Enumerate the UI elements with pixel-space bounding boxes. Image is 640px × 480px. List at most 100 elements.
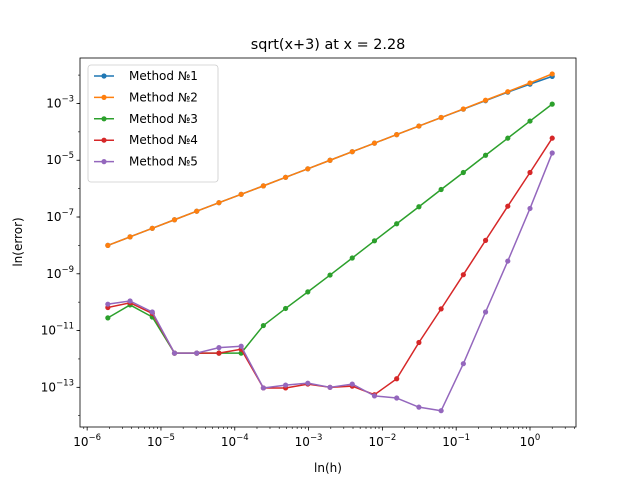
data-point <box>416 404 422 410</box>
data-point <box>416 339 422 346</box>
data-point <box>349 381 355 387</box>
data-point <box>416 204 422 210</box>
x-tick-label-exponent: −3 <box>310 433 323 443</box>
data-point <box>105 315 111 321</box>
y-tick-label-base: 10 <box>46 267 61 281</box>
legend: Method №1 Method №2 Method №3 Method №4 Meth… <box>87 64 219 183</box>
data-point <box>549 135 555 141</box>
data-point <box>549 71 555 77</box>
chart-title: sqrt(x+3) at x = 2.28 <box>251 37 406 53</box>
data-point <box>349 255 355 261</box>
data-point <box>127 234 133 240</box>
legend-swatch-marker <box>101 137 107 143</box>
x-tick-label: 10−4 <box>221 433 249 449</box>
legend-swatch-marker <box>101 159 107 165</box>
x-tick-label-base: 10 <box>221 435 236 449</box>
data-point <box>527 169 533 176</box>
plot-frame <box>79 57 577 428</box>
data-point <box>305 380 311 386</box>
series-2 <box>105 71 555 248</box>
legend-label: Method №4 <box>129 133 198 147</box>
data-point <box>282 174 289 180</box>
y-tick-label-base: 10 <box>41 324 56 338</box>
data-point <box>394 395 400 401</box>
data-point <box>527 205 533 212</box>
data-point <box>238 191 244 197</box>
data-point <box>216 200 222 206</box>
data-point <box>505 135 511 141</box>
data-point <box>505 203 511 209</box>
x-tick-label: 10−3 <box>295 433 323 449</box>
data-point <box>460 169 466 176</box>
y-tick-label: 10−7 <box>46 208 74 224</box>
y-tick-label-exponent: −7 <box>61 208 74 218</box>
x-axis-label: ln(h) <box>314 461 342 475</box>
x-tick-label: 100 <box>520 433 541 449</box>
data-point <box>549 101 555 107</box>
x-tick-label-exponent: −4 <box>236 433 249 443</box>
data-point <box>305 166 311 172</box>
series-layer <box>105 71 555 414</box>
data-point <box>105 242 111 248</box>
data-point <box>327 272 333 278</box>
data-point <box>505 258 511 264</box>
data-point <box>438 306 444 312</box>
axes-layer: 10−6 10−5 10−4 10−3 10−2 10−1 10010−1310−1110−… <box>41 57 577 449</box>
data-point <box>327 384 333 390</box>
data-point <box>505 89 511 95</box>
y-tick-label-base: 10 <box>41 380 56 394</box>
y-tick-label-exponent: −11 <box>56 322 74 332</box>
data-point <box>460 361 466 367</box>
x-tick-label-exponent: −1 <box>458 433 471 443</box>
x-tick-label-exponent: 0 <box>535 433 540 443</box>
legend-swatch-marker <box>101 73 107 79</box>
y-tick-label-base: 10 <box>46 153 61 167</box>
data-point <box>105 301 111 307</box>
data-point <box>371 393 378 399</box>
data-point <box>282 382 289 388</box>
series-5 <box>105 150 555 414</box>
x-tick-label: 10−5 <box>147 433 175 449</box>
data-point <box>260 322 266 329</box>
data-point <box>216 345 222 351</box>
legend-label: Method №5 <box>129 155 198 169</box>
y-tick-label: 10−11 <box>41 322 74 338</box>
data-point <box>282 305 289 312</box>
x-tick-label: 10−1 <box>442 433 470 449</box>
data-point <box>371 238 378 244</box>
data-point <box>482 237 489 243</box>
data-point <box>171 350 178 356</box>
y-tick-label: 10−3 <box>46 94 74 110</box>
data-point <box>438 114 444 121</box>
data-point <box>438 408 444 414</box>
legend-box <box>87 64 219 183</box>
x-tick-label: 10−6 <box>73 433 101 449</box>
data-point <box>460 272 466 278</box>
data-point <box>171 217 178 223</box>
data-point <box>349 149 355 155</box>
y-tick-label-exponent: −3 <box>61 94 74 104</box>
data-point <box>549 150 555 156</box>
legend-label: Method №1 <box>129 69 198 83</box>
data-point <box>527 80 533 86</box>
x-tick-label-base: 10 <box>147 435 162 449</box>
x-tick-label-exponent: −6 <box>89 433 102 443</box>
legend-label: Method №2 <box>129 90 198 104</box>
data-point <box>482 152 489 158</box>
data-point <box>394 376 400 382</box>
y-tick-label: 10−13 <box>41 378 74 394</box>
data-point <box>238 343 244 349</box>
x-tick-label-base: 10 <box>73 435 88 449</box>
data-point <box>394 132 400 138</box>
y-tick-label-exponent: −5 <box>61 151 74 161</box>
data-point <box>127 298 133 304</box>
data-point <box>216 350 222 356</box>
x-tick-label-base: 10 <box>368 435 383 449</box>
x-tick-label-base: 10 <box>442 435 457 449</box>
legend-swatch-marker <box>101 94 107 100</box>
data-point <box>149 309 155 315</box>
x-tick-label-exponent: −5 <box>162 433 175 443</box>
x-tick-label: 10−2 <box>368 433 396 449</box>
x-tick-label-exponent: −2 <box>384 433 397 443</box>
